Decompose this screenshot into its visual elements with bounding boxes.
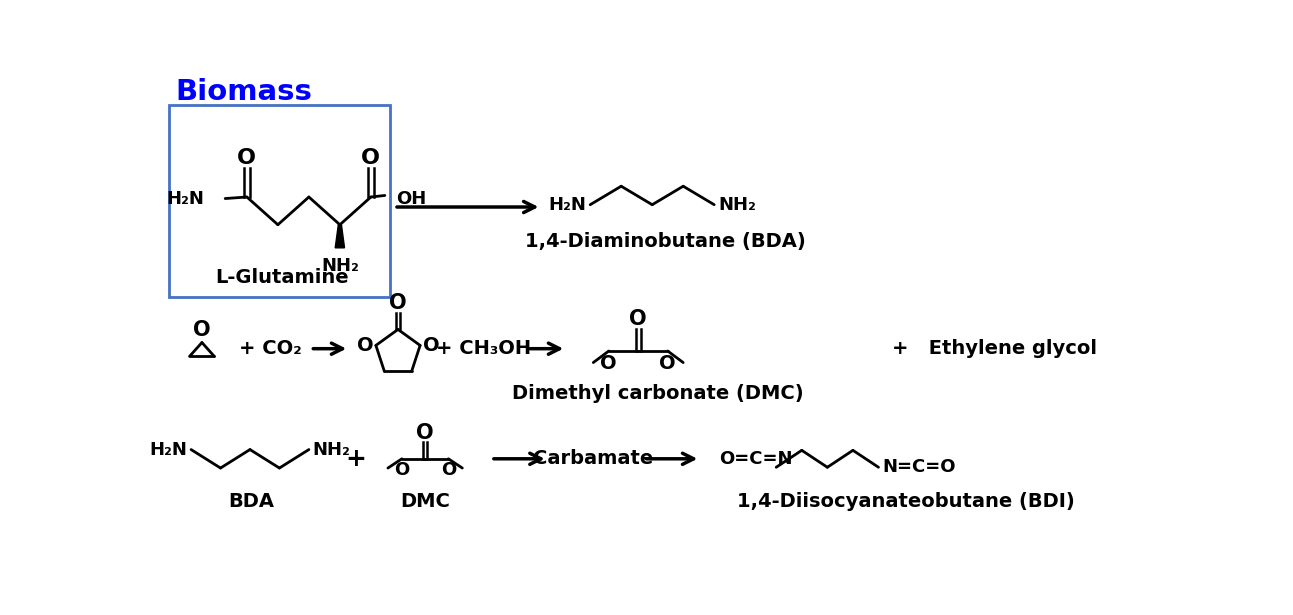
Text: O: O	[361, 148, 380, 169]
Text: BDA: BDA	[228, 491, 274, 510]
Text: 1,4-Diaminobutane (BDA): 1,4-Diaminobutane (BDA)	[525, 232, 806, 251]
Text: H₂N: H₂N	[167, 190, 204, 208]
Text: DMC: DMC	[401, 491, 450, 510]
Text: OH: OH	[396, 189, 425, 207]
Text: H₂N: H₂N	[149, 440, 187, 459]
Text: NH₂: NH₂	[313, 440, 350, 459]
Bar	[169, 105, 390, 297]
Text: +   Ethylene glycol: + Ethylene glycol	[892, 339, 1098, 358]
Text: L-Glutamine: L-Glutamine	[215, 268, 349, 287]
Text: N=C=O: N=C=O	[882, 458, 956, 476]
Text: Biomass: Biomass	[176, 77, 313, 106]
Text: O: O	[416, 423, 434, 443]
Text: O: O	[441, 461, 456, 478]
Text: 1,4-Diisocyanateobutane (BDI): 1,4-Diisocyanateobutane (BDI)	[737, 491, 1074, 510]
Text: O: O	[193, 320, 211, 340]
Text: O: O	[357, 336, 374, 355]
Text: +: +	[345, 447, 366, 471]
Text: O: O	[600, 354, 617, 373]
Text: H₂N: H₂N	[548, 196, 586, 213]
Text: + CO₂: + CO₂	[239, 339, 301, 358]
Text: O: O	[238, 148, 256, 169]
Text: NH₂: NH₂	[321, 257, 359, 276]
Text: NH₂: NH₂	[718, 196, 756, 213]
Text: O: O	[423, 336, 440, 355]
Text: O: O	[659, 354, 676, 373]
Text: O: O	[630, 309, 646, 328]
Text: O: O	[389, 293, 407, 313]
Text: O: O	[394, 461, 410, 478]
Text: Carbamate: Carbamate	[533, 450, 653, 468]
Text: + CH₃OH: + CH₃OH	[436, 339, 531, 358]
Polygon shape	[335, 224, 344, 248]
Text: O=C=N: O=C=N	[720, 450, 793, 468]
Text: Dimethyl carbonate (DMC): Dimethyl carbonate (DMC)	[512, 384, 803, 403]
